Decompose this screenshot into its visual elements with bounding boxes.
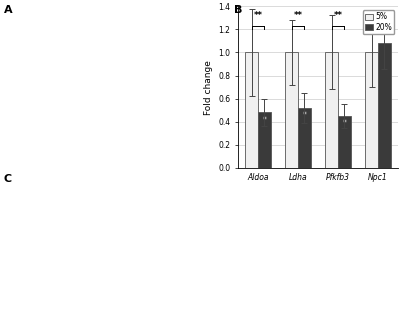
- Bar: [298, 108, 311, 168]
- Bar: [245, 53, 258, 168]
- Bar: [285, 53, 298, 168]
- Text: C: C: [4, 174, 12, 184]
- Bar: [325, 53, 338, 168]
- Bar: [258, 113, 271, 168]
- Text: B: B: [234, 5, 242, 15]
- Text: **: **: [334, 11, 342, 20]
- Legend: 5%, 20%: 5%, 20%: [363, 10, 394, 34]
- Text: *: *: [262, 116, 266, 125]
- Y-axis label: Fold change: Fold change: [204, 60, 213, 114]
- Text: A: A: [4, 5, 13, 15]
- Bar: [378, 43, 391, 168]
- Text: **: **: [294, 11, 302, 20]
- Bar: [338, 116, 351, 168]
- Text: *: *: [302, 111, 306, 120]
- Text: *: *: [342, 119, 346, 128]
- Text: **: **: [254, 11, 262, 20]
- Bar: [365, 53, 378, 168]
